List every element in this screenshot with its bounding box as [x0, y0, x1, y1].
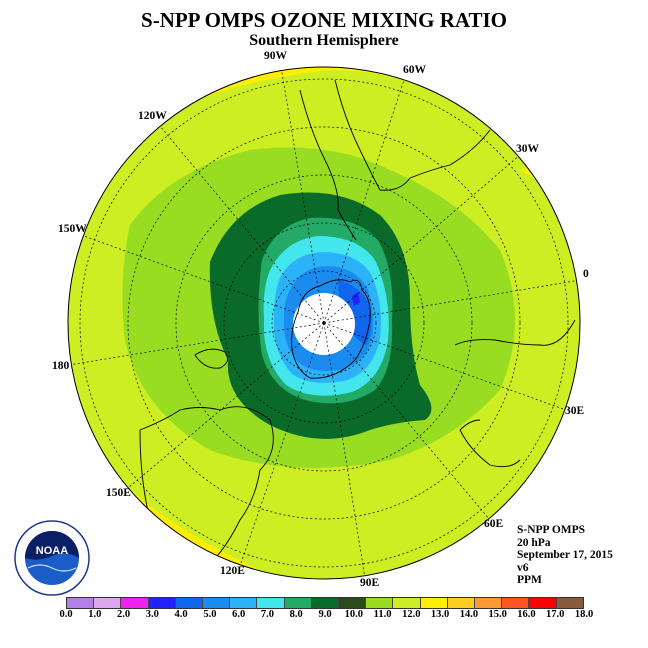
colorbar-tick-label: 8.0 — [289, 609, 303, 620]
colorbar-swatch — [447, 598, 476, 608]
label-30w: 30W — [516, 143, 539, 155]
colorbar-tick-label: 7.0 — [260, 609, 274, 620]
antarctica-coast — [291, 279, 371, 379]
colorbar-swatch — [284, 598, 312, 608]
colorbar-tick-label: 9.0 — [318, 609, 332, 620]
label-150e: 150E — [106, 487, 131, 499]
colorbar-swatch — [230, 598, 258, 608]
colorbar-swatch — [257, 598, 285, 608]
colorbar-tick-label: 11.0 — [373, 609, 392, 620]
label-0: 0 — [583, 268, 589, 280]
map-title: S-NPP OMPS OZONE MIXING RATIO — [141, 8, 507, 32]
coastlines — [139, 79, 576, 571]
colorbar-swatch — [311, 598, 340, 608]
latitude-circle-60s — [175, 174, 473, 472]
colorbar-swatch — [148, 598, 176, 608]
colorbar-swatch — [393, 598, 421, 608]
colorbar-tick-label: 1.0 — [88, 609, 102, 620]
latitude-circle-70s — [223, 222, 425, 424]
info-units: PPM — [517, 574, 542, 586]
latitude-circle-40s — [79, 78, 569, 568]
ozone-field — [68, 67, 580, 579]
colorbar-tick-label: 6.0 — [232, 609, 246, 620]
label-150w: 150W — [58, 223, 87, 235]
south-america-east-coast — [334, 79, 491, 191]
africa-coast — [454, 319, 576, 346]
colorbar-tick-label: 18.0 — [574, 609, 594, 620]
latitude-circle-80s — [271, 270, 377, 376]
graticule — [68, 67, 580, 579]
colorbar-tick-label: 4.0 — [174, 609, 188, 620]
colorbar-swatch — [175, 598, 204, 608]
colorbar-tick-label: 5.0 — [203, 609, 217, 620]
colorbar-swatch — [67, 598, 95, 608]
colorbar — [66, 597, 584, 609]
label-60e: 60E — [484, 518, 504, 530]
field-3ppm — [352, 292, 360, 306]
colorbar-tick-label: 2.0 — [116, 609, 131, 620]
colorbar-tick-label: 15.0 — [488, 609, 507, 620]
label-180: 180 — [52, 360, 70, 372]
colorbar-tick-label: 16.0 — [517, 609, 536, 620]
colorbar-tick-label: 13.0 — [430, 609, 450, 620]
colorbar-swatch — [203, 598, 231, 608]
logo-text: NOAA — [36, 545, 68, 557]
colorbar-swatch — [420, 598, 448, 608]
colorbar-swatch — [529, 598, 557, 608]
info-block: S-NPP OMPS 20 hPa September 17, 2015 v6 … — [517, 524, 613, 587]
info-version: v6 — [517, 561, 529, 574]
map-subtitle: Southern Hemisphere — [249, 32, 399, 49]
colorbar-tick-label: 12.0 — [402, 609, 421, 620]
colorbar-swatch — [475, 598, 503, 608]
logo-wave-icon — [27, 564, 77, 572]
meridian-90w — [280, 67, 325, 324]
south-america-west-coast — [299, 89, 357, 241]
info-date: September 17, 2015 — [517, 549, 613, 561]
new-zealand-coast — [194, 348, 229, 369]
meridian-150w — [83, 235, 325, 324]
latitude-circle-50s — [127, 126, 521, 520]
label-90w: 90W — [264, 50, 287, 62]
map-boundary — [67, 66, 581, 580]
label-60w: 60W — [403, 64, 426, 76]
colorbar-tick-label: 17.0 — [546, 609, 565, 620]
meridian-0 — [323, 279, 580, 324]
colorbar-swatch — [502, 598, 530, 608]
logo-bird-shape — [25, 531, 79, 560]
info-level: 20 hPa — [517, 536, 551, 549]
colorbar-swatch — [339, 598, 367, 608]
colorbar-tick-label: 10.0 — [344, 609, 363, 620]
madagascar-region — [459, 419, 521, 468]
colorbar-swatch — [556, 598, 583, 608]
label-90e: 90E — [360, 577, 380, 589]
field-5ppm — [338, 280, 372, 345]
label-120w: 120W — [138, 110, 167, 122]
colorbar-tick-label: 0.0 — [59, 609, 73, 620]
colorbar-tick-label: 14.0 — [459, 609, 479, 620]
colorbar-swatch — [121, 598, 149, 608]
colorbar-tick-label: 3.0 — [145, 609, 159, 620]
label-120e: 120E — [220, 565, 245, 577]
colorbar-swatch — [366, 598, 394, 608]
label-30e: 30E — [565, 405, 585, 417]
colorbar-swatch — [94, 598, 122, 608]
south-pole-marker — [322, 321, 326, 325]
info-instrument: S-NPP OMPS — [517, 524, 586, 536]
noaa-logo: NOAA — [14, 520, 90, 596]
